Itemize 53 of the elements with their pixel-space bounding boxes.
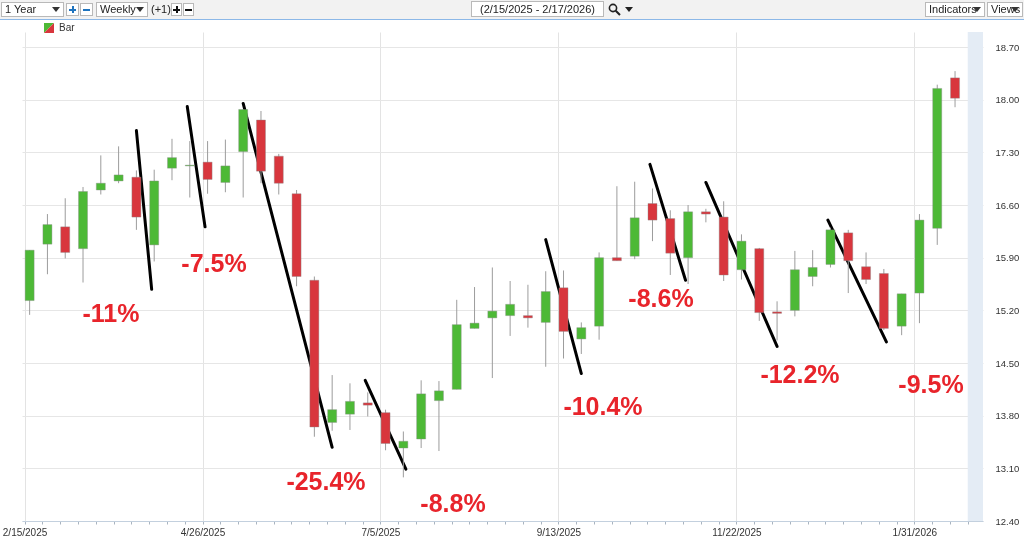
x-tick-label: 9/13/2025 [536, 526, 582, 538]
candlestick [96, 154, 106, 195]
candlestick [363, 391, 373, 417]
y-tick-label: 14.50 [995, 357, 1020, 369]
annotation: -7.5% [181, 249, 247, 277]
candlestick [701, 208, 711, 223]
interval-dropdown: Weekly [96, 2, 148, 17]
annotation: -8.6% [628, 284, 694, 312]
candlestick [612, 185, 622, 262]
x-tick-label: 1/31/2026 [892, 526, 938, 538]
x-tick-label: 4/26/2025 [180, 526, 226, 538]
annotation: -11% [82, 299, 140, 327]
y-tick-label: 15.90 [995, 252, 1020, 264]
indicators-dropdown: Indicators [925, 2, 985, 17]
candlestick [167, 138, 177, 181]
y-tick-label: 17.30 [995, 146, 1020, 158]
y-tick-label: 16.60 [995, 199, 1020, 211]
y-tick-label: 13.80 [995, 410, 1020, 422]
y-tick-label: 18.70 [995, 41, 1020, 53]
x-tick-label: 7/5/2025 [361, 526, 401, 538]
candlestick [576, 321, 587, 355]
candlestick [327, 374, 337, 432]
candlestick [220, 139, 231, 193]
y-tick-label: 15.20 [995, 304, 1020, 316]
candlestick [185, 140, 195, 199]
candlestick [345, 382, 355, 431]
candlestick [398, 430, 409, 478]
candlestick [113, 145, 124, 184]
y-tick-label: 18.00 [995, 94, 1020, 106]
candlestick [487, 266, 498, 379]
legend-label: Bar [59, 22, 75, 33]
y-tick-label: 13.10 [995, 462, 1020, 474]
candlestick [202, 140, 213, 195]
candlestick [42, 213, 53, 275]
annotation: -8.8% [420, 489, 486, 517]
title-field: (2/15/2025 - 2/17/2026) [471, 1, 604, 17]
x-tick-label: 2/15/2025 [2, 526, 48, 538]
candlestick [950, 70, 960, 108]
annotation: -10.4% [563, 392, 643, 420]
candlestick [434, 380, 444, 452]
annotation: -12.2% [760, 360, 840, 388]
annotation: -25.4% [286, 467, 366, 495]
candlestick [807, 249, 818, 287]
candlestick [505, 280, 515, 337]
range-dropdown: 1 Year [1, 2, 64, 17]
candlestick [647, 187, 658, 242]
candlestick [523, 284, 533, 329]
annotation: -9.5% [898, 370, 964, 398]
candlestick [772, 300, 782, 341]
y-tick-label: 12.40 [995, 515, 1020, 527]
x-tick-label: 11/22/2025 [712, 526, 762, 538]
candlestick [469, 286, 480, 329]
candlestick [861, 251, 871, 285]
